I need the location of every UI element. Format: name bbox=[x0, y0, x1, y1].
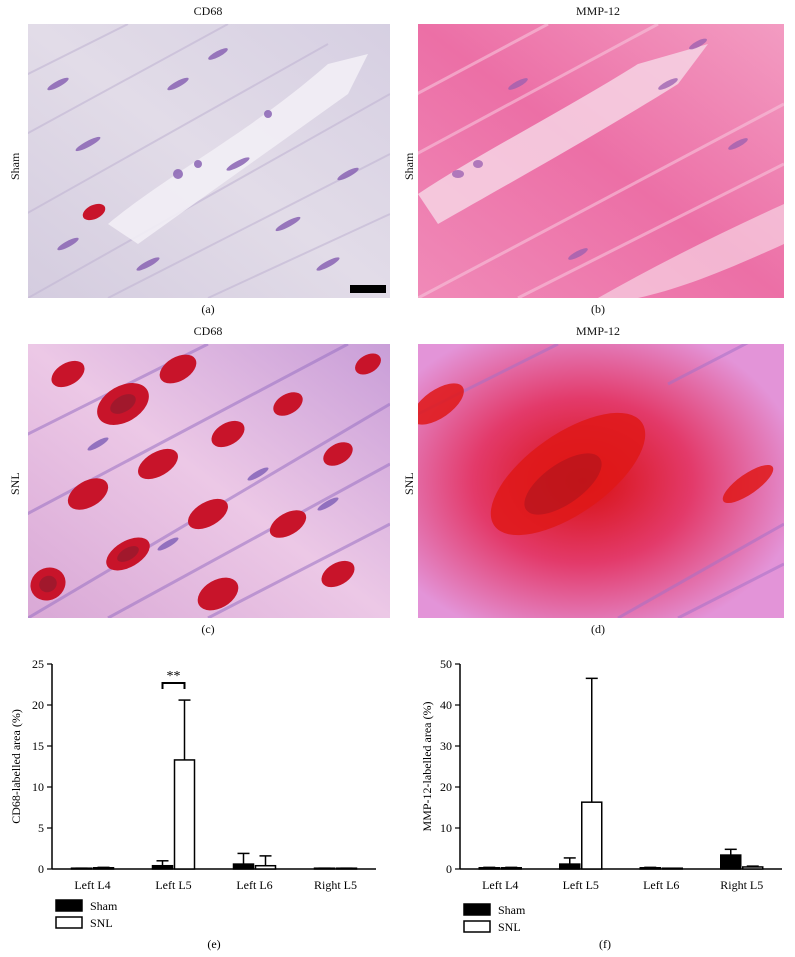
x-tick-label: Left L6 bbox=[643, 878, 679, 892]
y-tick-label: 10 bbox=[32, 780, 44, 794]
panel-c-label: (c) bbox=[201, 622, 215, 636]
x-tick-label: Left L5 bbox=[563, 878, 599, 892]
bar-sham bbox=[559, 863, 581, 870]
bar-snl bbox=[335, 867, 358, 870]
panel-d-label: (d) bbox=[591, 622, 605, 636]
y-tick-label: 50 bbox=[440, 657, 452, 671]
bar-sham bbox=[70, 867, 93, 870]
panel-label: (e) bbox=[207, 937, 220, 951]
legend-swatch-sham bbox=[55, 899, 83, 912]
row-label-sham-right: Sham bbox=[402, 152, 416, 180]
micrograph-b bbox=[418, 24, 784, 298]
x-tick-label: Left L5 bbox=[155, 878, 191, 892]
legend-label-snl: SNL bbox=[90, 916, 113, 930]
micrograph-c bbox=[28, 344, 390, 618]
bar-sham bbox=[232, 863, 255, 870]
legend-swatch-snl bbox=[55, 916, 83, 929]
legend-label-sham: Sham bbox=[498, 903, 526, 917]
panel-label: (f) bbox=[599, 937, 611, 951]
y-tick-label: 10 bbox=[440, 821, 452, 835]
x-tick-label: Left L4 bbox=[482, 878, 518, 892]
bar-snl bbox=[254, 864, 277, 870]
bar-snl bbox=[173, 759, 196, 870]
x-tick-label: Left L6 bbox=[236, 878, 272, 892]
row-label-snl-right: SNL bbox=[402, 472, 416, 495]
significance-label: ** bbox=[167, 669, 181, 684]
significance-bracket bbox=[161, 682, 186, 689]
x-tick-label: Right L5 bbox=[720, 878, 763, 892]
row-label-snl-left: SNL bbox=[8, 472, 22, 495]
row-label-sham-left: Sham bbox=[8, 152, 22, 180]
y-axis-label: CD68-labelled area (%) bbox=[9, 709, 23, 824]
bar-snl bbox=[92, 867, 115, 870]
y-tick-label: 20 bbox=[32, 698, 44, 712]
micrograph-a bbox=[28, 24, 390, 298]
panel-a-label: (a) bbox=[201, 302, 215, 316]
y-tick-label: 25 bbox=[32, 657, 44, 671]
x-tick-label: Left L4 bbox=[74, 878, 110, 892]
bar-snl bbox=[742, 866, 764, 870]
bar-snl bbox=[661, 867, 683, 870]
chart-f: 0 10 20 30 40 50 MMP-12-labelled area (%) Left … bbox=[420, 657, 782, 951]
chart-e: 0 5 10 15 20 25 CD68-labelled area (%) Left L4 L… bbox=[9, 657, 376, 951]
x-tick-label: Right L5 bbox=[314, 878, 357, 892]
y-axis-label: MMP-12-labelled area (%) bbox=[420, 702, 434, 832]
bar-sham bbox=[639, 867, 661, 870]
bar-sham bbox=[720, 854, 742, 870]
bar-sham bbox=[478, 867, 500, 870]
y-tick-label: 40 bbox=[440, 698, 452, 712]
y-tick-label: 30 bbox=[440, 739, 452, 753]
y-tick-label: 5 bbox=[38, 821, 44, 835]
legend-label-snl: SNL bbox=[498, 920, 521, 934]
y-tick-label: 20 bbox=[440, 780, 452, 794]
panel-b-label: (b) bbox=[591, 302, 605, 316]
y-tick-label: 0 bbox=[38, 862, 44, 876]
panel-c-title: CD68 bbox=[193, 324, 223, 338]
legend-label-sham: Sham bbox=[90, 899, 118, 913]
bar-snl bbox=[581, 801, 603, 870]
micrograph-d bbox=[418, 344, 784, 618]
bar-snl bbox=[500, 867, 522, 870]
y-tick-label: 0 bbox=[446, 862, 452, 876]
legend-swatch-sham bbox=[463, 903, 491, 916]
bar-sham bbox=[313, 867, 336, 870]
panel-a-title: CD68 bbox=[193, 4, 223, 18]
legend-swatch-snl bbox=[463, 920, 491, 933]
panel-b-title: MMP-12 bbox=[575, 4, 620, 18]
y-tick-label: 15 bbox=[32, 739, 44, 753]
bar-sham bbox=[151, 864, 174, 870]
panel-d-title: MMP-12 bbox=[575, 324, 620, 338]
